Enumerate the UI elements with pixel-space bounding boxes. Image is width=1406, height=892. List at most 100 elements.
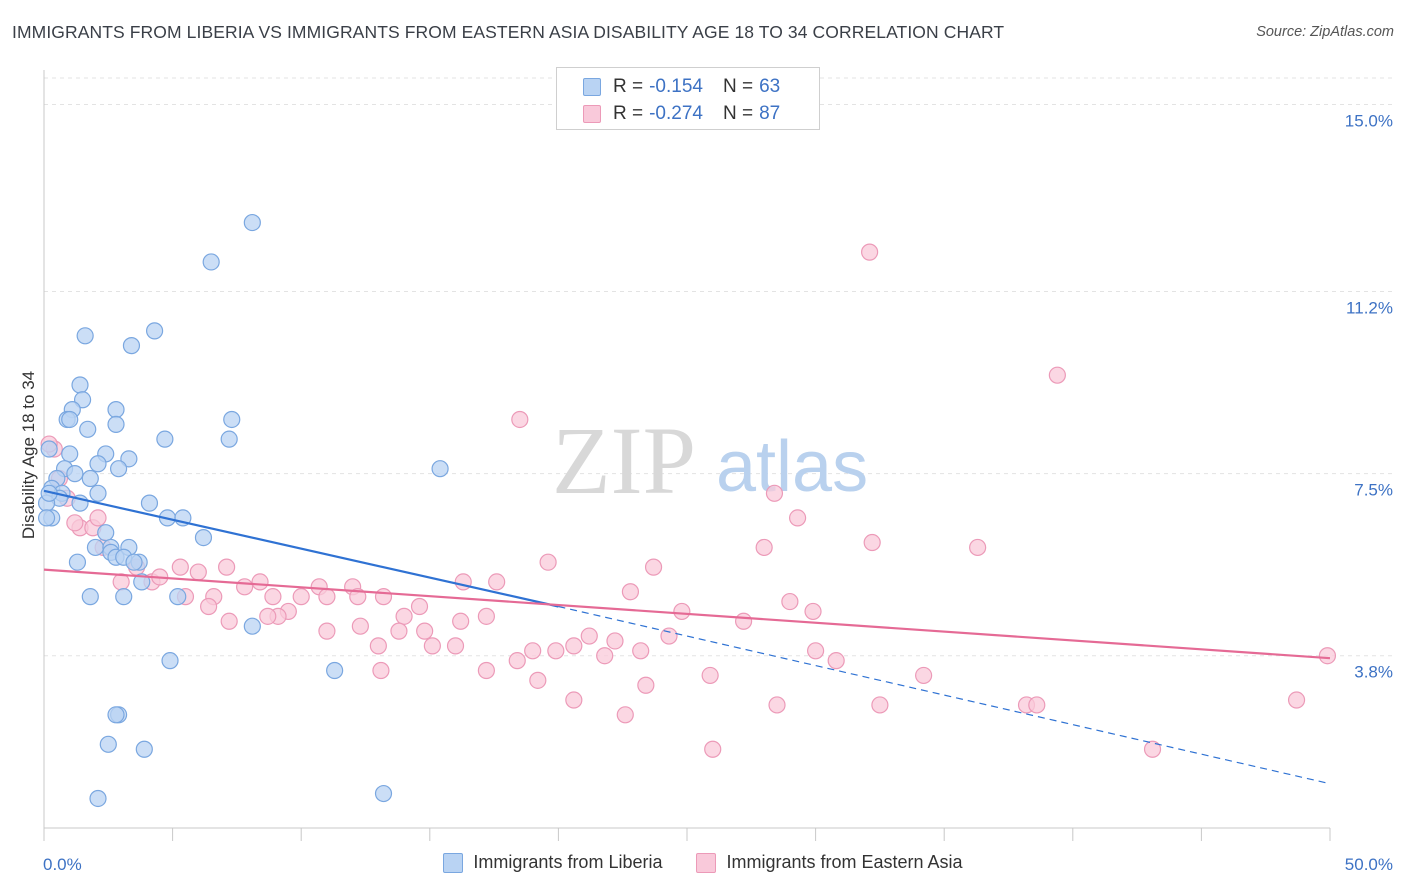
point-eastern-asia [644, 558, 663, 576]
point-liberia [89, 789, 107, 808]
point-eastern-asia [863, 533, 881, 552]
point-liberia [156, 430, 174, 448]
point-eastern-asia [524, 642, 542, 660]
point-eastern-asia [539, 553, 557, 571]
legend-label-liberia: Immigrants from Liberia [473, 852, 663, 872]
point-eastern-asia [477, 607, 495, 625]
x-tick-label: 0.0% [43, 855, 82, 874]
point-liberia [37, 509, 56, 527]
point-eastern-asia [220, 612, 238, 630]
point-eastern-asia [861, 243, 879, 261]
legend-label-eastern-asia: Immigrants from Eastern Asia [726, 852, 963, 872]
point-liberia [107, 706, 125, 724]
point-eastern-asia [915, 666, 933, 685]
point-liberia [107, 401, 125, 419]
point-liberia [223, 410, 241, 429]
point-eastern-asia [827, 652, 845, 670]
point-eastern-asia [596, 647, 614, 665]
point-eastern-asia [547, 642, 565, 660]
point-eastern-asia [734, 612, 753, 630]
point-liberia [61, 445, 79, 463]
series-liberia-points [37, 213, 449, 808]
point-eastern-asia [423, 637, 441, 655]
point-liberia [97, 524, 115, 542]
point-eastern-asia [200, 597, 218, 616]
point-eastern-asia [616, 706, 634, 724]
point-liberia [68, 553, 87, 571]
y-tick-label: 15.0% [1345, 111, 1393, 130]
legend-item-liberia: Immigrants from Liberia [443, 852, 662, 873]
point-eastern-asia [446, 637, 465, 655]
series-legend: Immigrants from Liberia Immigrants from … [0, 852, 1406, 873]
x-tick-label: 50.0% [1345, 855, 1393, 874]
y-tick-label: 3.8% [1354, 663, 1393, 682]
legend-r-label: R = [613, 76, 644, 97]
point-eastern-asia [673, 602, 691, 621]
point-eastern-asia [454, 573, 472, 591]
legend-swatch-eastern-asia [696, 852, 717, 873]
point-eastern-asia [1028, 696, 1046, 714]
point-liberia [326, 661, 344, 680]
point-eastern-asia [508, 652, 526, 670]
point-liberia [122, 337, 141, 355]
point-liberia [107, 415, 125, 433]
trend-line-liberia [43, 489, 559, 608]
point-liberia [79, 420, 97, 438]
point-eastern-asia [701, 666, 719, 685]
point-liberia [194, 528, 213, 547]
grid-lines [44, 77, 1392, 657]
point-eastern-asia [349, 588, 367, 606]
point-eastern-asia [632, 642, 650, 660]
tick-labels: 3.8% 7.5% 11.2% 15.0% 0.0% 50.0% Disability Ag… [19, 111, 1393, 874]
point-liberia [89, 455, 107, 473]
point-liberia [140, 494, 159, 512]
legend-swatch-eastern-asia [583, 105, 601, 123]
point-eastern-asia [189, 563, 207, 581]
point-liberia [374, 784, 393, 803]
point-eastern-asia [765, 484, 784, 502]
legend-swatch-liberia [583, 78, 601, 96]
point-eastern-asia [66, 514, 84, 532]
point-eastern-asia [1143, 740, 1162, 758]
point-eastern-asia [529, 671, 547, 689]
point-liberia [61, 410, 79, 429]
point-eastern-asia [292, 588, 310, 606]
point-eastern-asia [969, 538, 987, 557]
point-eastern-asia [410, 597, 429, 616]
legend-swatch-liberia [443, 852, 464, 873]
point-eastern-asia [374, 588, 393, 606]
point-liberia [125, 553, 143, 571]
legend-r-label: R = [613, 103, 644, 124]
point-eastern-asia [390, 622, 408, 640]
legend-n-label: N = [722, 76, 754, 97]
point-eastern-asia [580, 627, 598, 645]
chart-title: IMMIGRANTS FROM LIBERIA VS IMMIGRANTS FR… [12, 22, 1005, 42]
point-eastern-asia [621, 583, 640, 601]
y-tick-label: 7.5% [1354, 481, 1393, 500]
point-eastern-asia [372, 661, 390, 680]
point-liberia [133, 573, 151, 591]
point-eastern-asia [755, 538, 773, 557]
point-eastern-asia [488, 573, 506, 591]
point-eastern-asia [788, 509, 807, 527]
trend-line-eastern-asia [43, 568, 1331, 660]
legend-n-label: N = [722, 103, 754, 124]
y-tick-label: 11.2% [1346, 298, 1393, 317]
point-liberia [243, 213, 261, 232]
point-eastern-asia [565, 691, 583, 709]
series-eastern-asia-points [40, 243, 1337, 758]
point-liberia [89, 484, 107, 502]
point-eastern-asia [259, 607, 277, 625]
point-eastern-asia [452, 612, 470, 630]
point-eastern-asia [218, 558, 236, 576]
point-liberia [202, 253, 220, 271]
legend-n-value: 87 [759, 103, 781, 124]
point-liberia [115, 588, 133, 606]
point-eastern-asia [395, 607, 413, 625]
legend-row-liberia: R = -0.154 N = 63 [583, 74, 780, 100]
point-eastern-asia [511, 410, 529, 429]
watermark: ZIP atlas [552, 407, 868, 514]
trend-lines [43, 489, 1331, 785]
point-liberia [243, 617, 261, 635]
